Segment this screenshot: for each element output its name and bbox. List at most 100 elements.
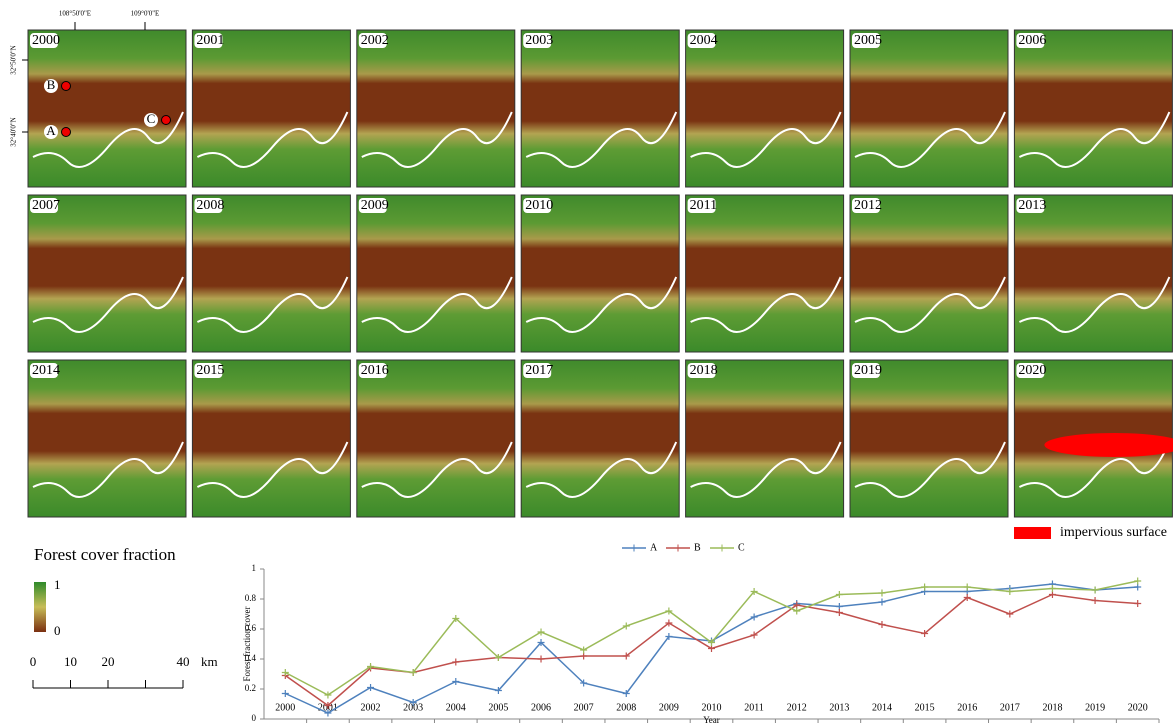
x-tick-label: 2005 <box>488 702 508 713</box>
year-label: 2009 <box>361 198 389 213</box>
map-panel <box>1014 195 1172 352</box>
point-marker <box>580 647 587 654</box>
point-marker <box>1134 584 1141 591</box>
point-marker <box>367 684 374 691</box>
y-tick-label: 0 <box>252 713 257 723</box>
year-label: 2008 <box>196 198 224 213</box>
map-panel <box>686 360 844 517</box>
map-panel <box>521 30 679 187</box>
point-marker <box>1134 578 1141 585</box>
year-label: 2005 <box>854 33 882 48</box>
map-panel <box>850 360 1008 517</box>
year-label: 2000 <box>32 33 60 48</box>
legend-min: 0 <box>54 623 61 638</box>
x-tick-label: 2018 <box>1042 702 1062 713</box>
point-marker <box>836 603 843 610</box>
point-marker <box>1134 600 1141 607</box>
x-tick-label: 2016 <box>957 702 977 713</box>
point-marker <box>878 599 885 606</box>
sample-point <box>62 128 71 137</box>
point-marker <box>836 609 843 616</box>
y-tick-label: 1 <box>252 563 257 573</box>
year-label: 2020 <box>1018 363 1046 378</box>
map-panel <box>686 30 844 187</box>
year-label: 2002 <box>361 33 389 48</box>
lon-label: 109°0'0"E <box>131 10 160 18</box>
x-axis-title: Year <box>703 715 720 725</box>
x-tick-label: 2004 <box>446 702 466 713</box>
point-marker <box>538 656 545 663</box>
scale-label: 0 <box>30 654 37 669</box>
x-tick-label: 2010 <box>702 702 722 713</box>
x-tick-label: 2015 <box>915 702 935 713</box>
sample-point <box>62 82 71 91</box>
x-tick-label: 2007 <box>574 702 594 713</box>
year-label: 2015 <box>196 363 224 378</box>
point-marker <box>1049 591 1056 598</box>
x-tick-label: 2014 <box>872 702 892 713</box>
point-marker <box>878 590 885 597</box>
y-tick-label: 0.8 <box>245 593 257 603</box>
map-panel <box>192 360 350 517</box>
x-tick-label: 2019 <box>1085 702 1105 713</box>
map-panel <box>192 195 350 352</box>
x-tick-label: 2012 <box>787 702 807 713</box>
point-marker <box>708 645 715 652</box>
legend-label: C <box>738 542 745 553</box>
impervious-label: impervious surface <box>1060 525 1167 540</box>
x-tick-label: 2006 <box>531 702 551 713</box>
point-marker <box>921 584 928 591</box>
point-marker <box>1049 585 1056 592</box>
legend-max: 1 <box>54 577 61 592</box>
point-label: B <box>47 77 56 92</box>
year-label: 2016 <box>361 363 389 378</box>
y-tick-label: 0.2 <box>245 683 256 693</box>
map-panel <box>357 360 515 517</box>
scale-label: 40 <box>177 654 190 669</box>
x-tick-label: 2013 <box>829 702 849 713</box>
point-marker <box>1006 611 1013 618</box>
year-label: 2012 <box>854 198 882 213</box>
point-marker <box>580 653 587 660</box>
year-label: 2017 <box>525 363 553 378</box>
point-marker <box>452 659 459 666</box>
year-label: 2019 <box>854 363 882 378</box>
legend-label: B <box>694 542 701 553</box>
point-marker <box>964 584 971 591</box>
year-label: 2013 <box>1018 198 1046 213</box>
x-tick-label: 2020 <box>1128 702 1148 713</box>
year-label: 2001 <box>196 33 224 48</box>
year-label: 2004 <box>690 33 718 48</box>
impervious-swatch <box>1014 527 1051 539</box>
point-marker <box>793 608 800 615</box>
map-panel <box>850 30 1008 187</box>
year-label: 2007 <box>32 198 60 213</box>
legend-title: Forest cover fraction <box>34 545 176 564</box>
year-label: 2006 <box>1018 33 1046 48</box>
legend-label: A <box>650 542 658 553</box>
map-panel <box>521 195 679 352</box>
lat-label: 32°50'0"N <box>10 45 18 74</box>
point-marker <box>836 591 843 598</box>
x-tick-label: 2002 <box>361 702 381 713</box>
scale-label: 10 <box>64 654 77 669</box>
year-label: 2010 <box>525 198 553 213</box>
map-panel <box>357 195 515 352</box>
x-tick-label: 2000 <box>275 702 295 713</box>
map-panel <box>521 360 679 517</box>
legend-ramp <box>34 582 46 632</box>
year-label: 2003 <box>525 33 553 48</box>
map-panel <box>686 195 844 352</box>
point-marker <box>1092 587 1099 594</box>
x-tick-label: 2008 <box>616 702 636 713</box>
page: { "maps": { "years": ["2000","2001","200… <box>0 0 1173 727</box>
x-tick-label: 2009 <box>659 702 679 713</box>
map-panel <box>192 30 350 187</box>
y-axis-title: Forest fraction cover <box>242 607 252 682</box>
point-label: C <box>147 111 156 126</box>
lon-label: 108°50'0"E <box>59 10 91 18</box>
map-panel <box>357 30 515 187</box>
point-label: A <box>46 123 56 138</box>
map-panel <box>850 195 1008 352</box>
point-marker <box>623 623 630 630</box>
